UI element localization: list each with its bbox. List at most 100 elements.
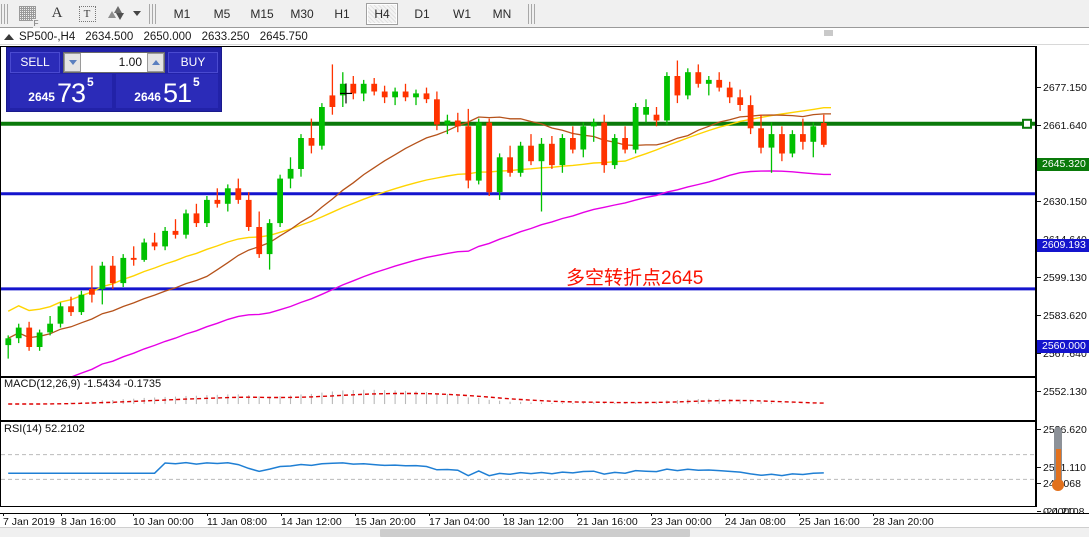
- candle-body: [15, 327, 22, 339]
- sell-price-integer: 2645: [28, 90, 55, 104]
- scrollbar-thumb[interactable]: [380, 529, 690, 537]
- candle-body: [674, 76, 681, 96]
- candle-body: [245, 199, 252, 227]
- quantity-decrease-button[interactable]: [64, 52, 81, 72]
- timeframe-m15[interactable]: M15: [250, 6, 274, 21]
- candle-body: [89, 288, 95, 295]
- ohlc-close: 2645.750: [259, 30, 308, 43]
- time-tick-label: 11 Jan 08:00: [207, 513, 267, 528]
- candle-body: [193, 213, 200, 224]
- horizontal-scrollbar[interactable]: [0, 527, 1089, 537]
- ohlc-open: 2634.500: [85, 30, 134, 43]
- price-tag-blue: 2560.000: [1037, 340, 1089, 353]
- macd-signal-line: [8, 392, 824, 405]
- timeframe-d1[interactable]: D1: [414, 6, 430, 21]
- toolbar-grip[interactable]: [1, 3, 10, 24]
- candle-body: [402, 91, 409, 98]
- toolbar-separator-end: [528, 3, 537, 24]
- buy-price-quote[interactable]: 2646 51 5: [116, 74, 218, 108]
- candle-body: [747, 105, 754, 129]
- candle-body: [789, 134, 796, 154]
- candle-body: [570, 138, 576, 150]
- candle-body: [580, 126, 587, 150]
- one-click-trading-panel[interactable]: SELL 1.00 BUY 2645 73 5 2646 51 5: [6, 47, 222, 112]
- price-tick: 2521.110: [1037, 462, 1089, 474]
- price-axis[interactable]: 2677.1502661.6402630.1502614.6402599.130…: [1036, 46, 1089, 530]
- candle-body: [381, 91, 388, 98]
- candle-body: [319, 107, 325, 146]
- candle-body: [434, 99, 440, 125]
- candle-body: [308, 138, 315, 146]
- candle-body: [611, 138, 618, 166]
- price-chart-svg: [1, 60, 1035, 376]
- timeframe-h1[interactable]: H1: [334, 6, 350, 21]
- time-tick-label: 18 Jan 12:00: [503, 513, 564, 528]
- candle-body: [360, 83, 367, 94]
- candle-body: [371, 83, 378, 92]
- quantity-value[interactable]: 1.00: [81, 52, 147, 72]
- candle-body: [224, 188, 231, 204]
- candle-body: [298, 138, 304, 169]
- candle-body: [737, 97, 744, 105]
- trade-panel-prices: 2645 73 5 2646 51 5: [7, 74, 221, 111]
- timeframe-m1[interactable]: M1: [173, 6, 191, 21]
- candle-body: [590, 122, 597, 127]
- sell-price-quote[interactable]: 2645 73 5: [10, 74, 112, 108]
- sell-price-fraction: 5: [87, 75, 94, 89]
- candle-body: [800, 134, 806, 142]
- macd-pane[interactable]: [0, 377, 1036, 421]
- candle-body: [538, 143, 545, 162]
- chart-area: MACD(12,26,9) -1.5434 -0.1735 RSI(14) 52…: [0, 46, 1089, 530]
- objects-icon[interactable]: [102, 2, 132, 26]
- time-tick-label: 17 Jan 04:00: [429, 513, 490, 528]
- buy-price-fraction: 5: [193, 75, 200, 89]
- ma-brown-line: [7, 113, 831, 339]
- candle-body: [204, 199, 210, 224]
- timeframe-m5[interactable]: M5: [213, 6, 231, 21]
- price-tick: 2677.150: [1037, 82, 1089, 94]
- candle-body: [454, 120, 461, 127]
- candle-body: [68, 306, 74, 313]
- time-tick-label: 21 Jan 16:00: [577, 513, 638, 528]
- rsi-pane[interactable]: [0, 421, 1036, 507]
- ohlc-low: 2633.250: [201, 30, 250, 43]
- candle-body: [475, 122, 482, 181]
- candle-body: [78, 294, 85, 313]
- candle-body: [120, 257, 127, 284]
- candle-body: [339, 83, 346, 96]
- sell-button[interactable]: SELL: [10, 51, 60, 73]
- text-box-icon[interactable]: T: [72, 2, 102, 26]
- candle-body: [695, 72, 702, 84]
- sell-price-main: 73: [56, 78, 86, 108]
- collapse-triangle-icon[interactable]: [4, 33, 14, 40]
- price-tick: 2583.620: [1037, 310, 1089, 322]
- candle-body: [130, 257, 137, 260]
- quantity-increase-button[interactable]: [147, 52, 164, 72]
- timeframe-h4[interactable]: H4: [366, 2, 398, 25]
- rsi-scale-thermometer-icon[interactable]: [1052, 427, 1064, 495]
- price-tick: 2630.150: [1037, 196, 1089, 208]
- candle-body: [768, 134, 775, 148]
- candle-body: [444, 120, 451, 125]
- candle-body: [653, 114, 660, 121]
- time-tick-label: 25 Jan 16:00: [799, 513, 860, 528]
- candle-body: [726, 87, 733, 98]
- quantity-stepper[interactable]: 1.00: [63, 51, 165, 73]
- candle-body: [779, 134, 785, 154]
- crosshair-icon[interactable]: [12, 2, 42, 28]
- buy-button[interactable]: BUY: [168, 51, 218, 73]
- timeframe-m30[interactable]: M30: [290, 6, 314, 21]
- candle-body: [183, 213, 189, 235]
- ma-yellow-line: [7, 107, 831, 312]
- candle-body: [517, 145, 524, 173]
- ohlc-values: 2634.500 2650.000 2633.250 2645.750: [85, 31, 314, 43]
- timeframe-w1[interactable]: W1: [453, 6, 471, 21]
- time-tick-label: 8 Jan 16:00: [61, 513, 116, 528]
- text-label-icon[interactable]: A: [51, 5, 63, 21]
- macd-chart-svg: [7, 389, 825, 405]
- candle-body: [601, 122, 608, 166]
- candle-body: [266, 223, 273, 255]
- timeframe-mn[interactable]: MN: [492, 6, 512, 21]
- candle-body: [705, 79, 712, 84]
- objects-dropdown-chevron-down-icon[interactable]: [133, 11, 141, 16]
